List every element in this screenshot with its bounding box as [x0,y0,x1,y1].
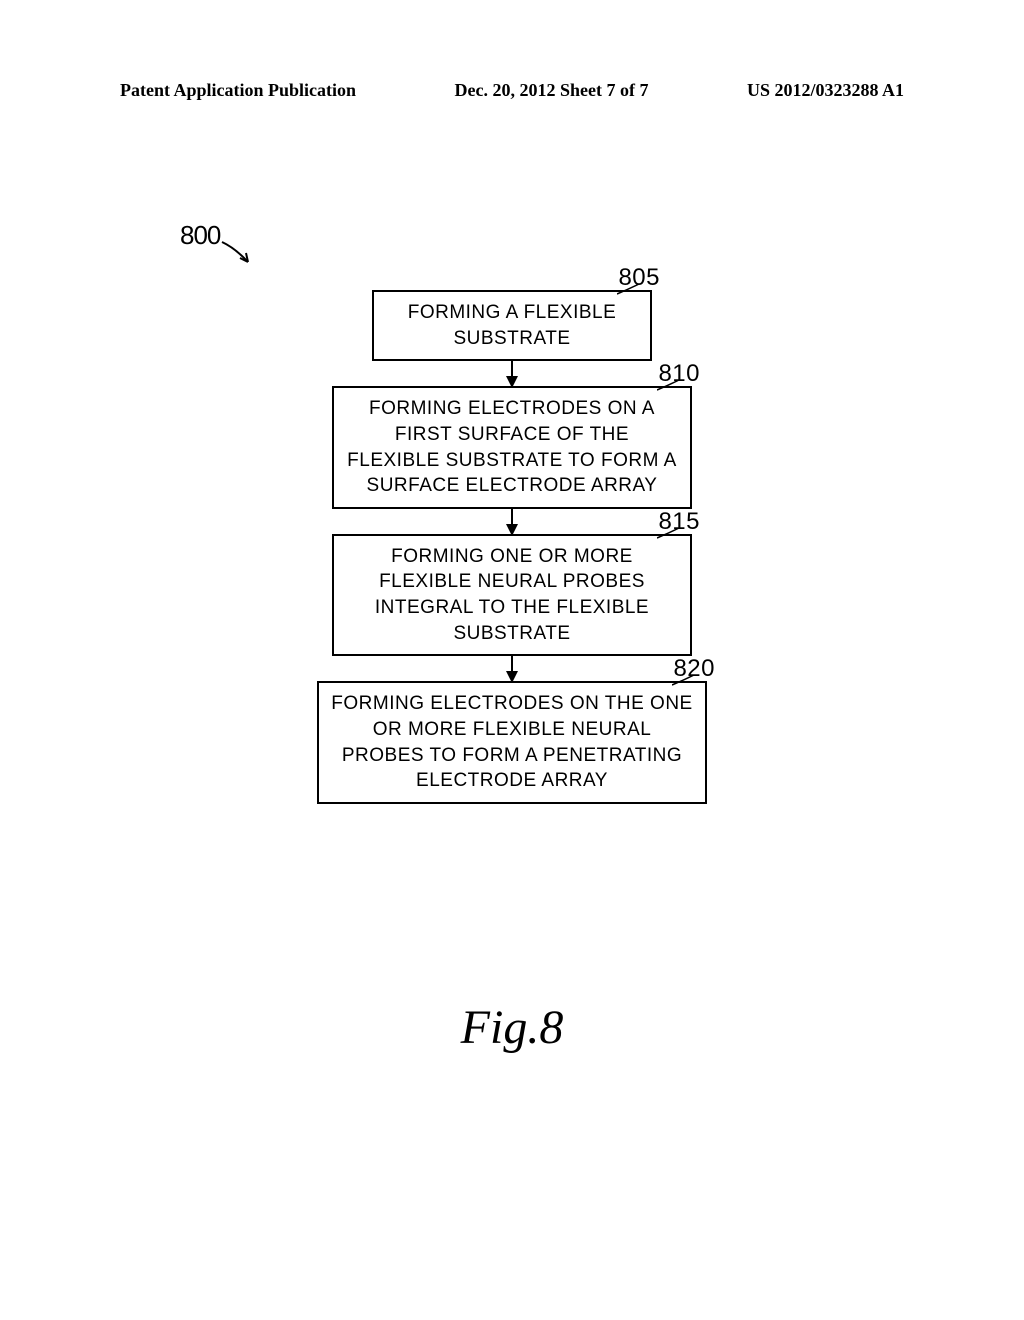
figure-caption: Fig.8 [461,1000,564,1055]
flowchart-box-805: 805 FORMING A FLEXIBLE SUBSTRATE [372,290,652,361]
label-connector-icon [672,675,697,687]
flowchart-box-820: 820 FORMING ELECTRODES ON THE ONE OR MOR… [317,681,707,804]
label-connector-icon [657,528,682,540]
box-text: FORMING ONE OR MORE FLEXIBLE NEURAL PROB… [375,546,649,644]
header-center: Dec. 20, 2012 Sheet 7 of 7 [455,80,649,101]
page-header: Patent Application Publication Dec. 20, … [0,80,1024,101]
flowchart-box-815: 815 FORMING ONE OR MORE FLEXIBLE NEURAL … [332,534,692,657]
box-text: FORMING ELECTRODES ON THE ONE OR MORE FL… [331,693,692,791]
flowchart-box-810: 810 FORMING ELECTRODES ON A FIRST SURFAC… [332,386,692,509]
header-right: US 2012/0323288 A1 [747,80,904,101]
label-connector-icon [617,284,642,296]
flowchart-connector [511,509,513,534]
flowchart-connector [511,361,513,386]
label-connector-icon [657,380,682,392]
box-text: FORMING ELECTRODES ON A FIRST SURFACE OF… [347,398,677,496]
flowchart: 805 FORMING A FLEXIBLE SUBSTRATE 810 FOR… [212,230,812,804]
header-left: Patent Application Publication [120,80,356,101]
box-text: FORMING A FLEXIBLE SUBSTRATE [408,302,617,349]
flowchart-connector [511,656,513,681]
